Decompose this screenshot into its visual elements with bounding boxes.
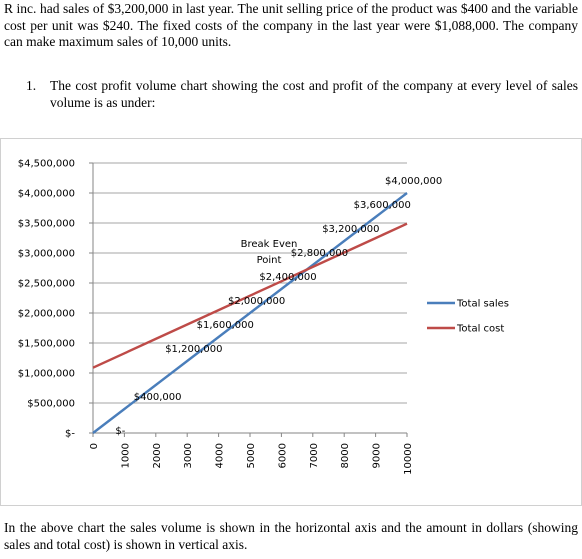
y-tick-label: $500,000 bbox=[27, 399, 75, 410]
x-tick-label: 5000 bbox=[246, 443, 257, 468]
series-lines bbox=[92, 192, 408, 434]
series-line-total-sales bbox=[92, 192, 408, 434]
break-even-label-line2: Point bbox=[257, 255, 282, 266]
data-label: $4,000,000 bbox=[385, 176, 442, 187]
x-tick-label: 7000 bbox=[309, 443, 320, 468]
y-tick-label: $2,000,000 bbox=[18, 309, 75, 320]
x-tick-label: 2000 bbox=[152, 443, 163, 468]
data-label: $3,200,000 bbox=[322, 224, 379, 235]
data-label: $1,600,000 bbox=[197, 320, 254, 331]
y-tick-label: $3,000,000 bbox=[18, 249, 75, 260]
break-even-label-line1: Break Even bbox=[241, 239, 298, 250]
y-tick-label: $3,500,000 bbox=[18, 219, 75, 230]
y-tick-label: $4,500,000 bbox=[18, 159, 75, 170]
x-tick-label: 1000 bbox=[120, 443, 131, 468]
y-tick-label: $2,500,000 bbox=[18, 279, 75, 290]
data-label: $2,400,000 bbox=[259, 272, 316, 283]
x-axis-labels: 0 1000 2000 3000 4000 5000 6000 7000 8000 9000 100… bbox=[89, 433, 414, 475]
x-tick-label: 9000 bbox=[372, 443, 383, 468]
data-label: $1,200,000 bbox=[165, 344, 222, 355]
cvp-chart: $- $500,000 $1,000,000 $1,500,000 $2,000,000… bbox=[0, 138, 582, 506]
y-axis-labels: $- $500,000 $1,000,000 $1,500,000 $2,000,000… bbox=[18, 159, 76, 440]
question-text: The cost profit volume chart showing the… bbox=[50, 78, 578, 110]
x-tick-label: 4000 bbox=[215, 443, 226, 468]
data-label: $- bbox=[115, 426, 125, 437]
x-tick-label: 6000 bbox=[277, 443, 288, 468]
data-label: $3,600,000 bbox=[354, 200, 411, 211]
legend-label-1: Total sales bbox=[456, 299, 509, 310]
chart-border bbox=[0, 138, 582, 506]
chart-explanation: In the above chart the sales volume is s… bbox=[4, 520, 578, 552]
data-label: $2,000,000 bbox=[228, 296, 285, 307]
cvp-chart-svg: $- $500,000 $1,000,000 $1,500,000 $2,000,000… bbox=[0, 138, 582, 506]
x-tick-label: 0 bbox=[89, 443, 100, 449]
x-tick-label: 8000 bbox=[340, 443, 351, 468]
legend-label-2: Total cost bbox=[456, 324, 504, 335]
data-label: $400,000 bbox=[134, 392, 182, 403]
break-even-annotation: Break Even Point bbox=[241, 239, 298, 266]
y-tick-label: $1,000,000 bbox=[18, 369, 75, 380]
problem-statement: R inc. had sales of $3,200,000 in last y… bbox=[4, 1, 578, 49]
legend: Total sales Total cost bbox=[427, 299, 509, 335]
y-tick-label: $1,500,000 bbox=[18, 339, 75, 350]
y-tick-label: $- bbox=[65, 429, 75, 440]
y-tick-label: $4,000,000 bbox=[18, 189, 75, 200]
question-1: 1. The cost profit volume chart showing … bbox=[26, 78, 578, 111]
x-tick-label: 3000 bbox=[183, 443, 194, 468]
data-labels: $- $400,000 $1,200,000 $1,600,000 $2,000,000… bbox=[115, 176, 442, 437]
x-tick-label: 10000 bbox=[403, 443, 414, 475]
question-number: 1. bbox=[26, 78, 37, 93]
series-line-total-cost bbox=[92, 222, 408, 369]
data-label: $2,800,000 bbox=[291, 248, 348, 259]
